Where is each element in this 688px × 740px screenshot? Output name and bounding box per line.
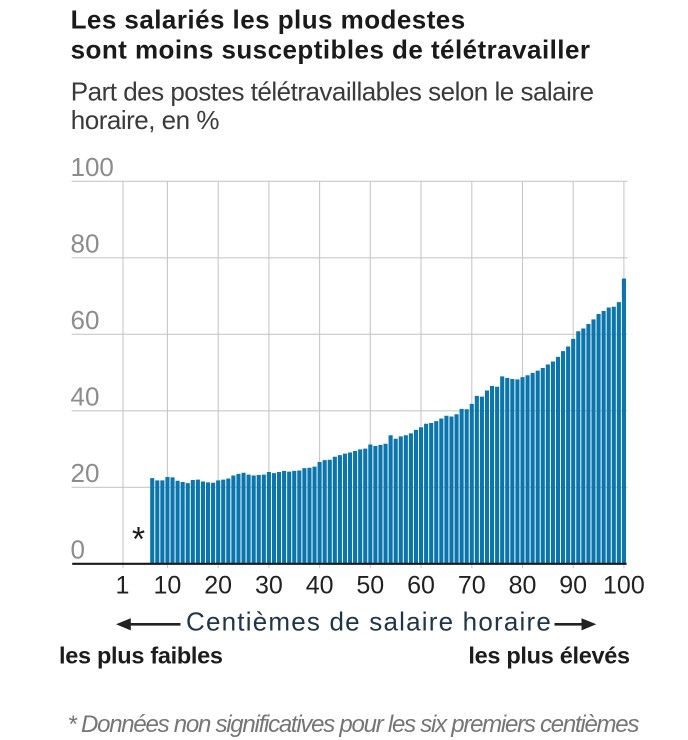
svg-text:70: 70 bbox=[458, 572, 486, 600]
svg-text:30: 30 bbox=[255, 572, 283, 600]
svg-text:50: 50 bbox=[356, 572, 384, 600]
svg-text:40: 40 bbox=[306, 572, 334, 600]
svg-text:*: * bbox=[132, 521, 145, 559]
svg-text:* Données non significatives p: * Données non significatives pour les si… bbox=[68, 711, 640, 738]
svg-text:0: 0 bbox=[71, 534, 85, 564]
svg-text:10: 10 bbox=[153, 572, 181, 600]
svg-text:20: 20 bbox=[71, 458, 100, 488]
svg-text:1: 1 bbox=[115, 572, 129, 600]
svg-text:sont moins susceptibles de tél: sont moins susceptibles de télétravaille… bbox=[71, 35, 591, 65]
svg-text:Centièmes de salaire horaire: Centièmes de salaire horaire bbox=[186, 606, 552, 636]
svg-text:20: 20 bbox=[204, 572, 232, 600]
svg-text:Les salariés les plus modestes: Les salariés les plus modestes bbox=[71, 4, 466, 34]
svg-text:80: 80 bbox=[71, 228, 100, 258]
svg-text:60: 60 bbox=[71, 305, 100, 335]
svg-text:Part des postes télétravaillab: Part des postes télétravaillables selon … bbox=[71, 76, 594, 106]
svg-text:100: 100 bbox=[71, 152, 114, 182]
svg-text:100: 100 bbox=[603, 572, 645, 600]
svg-text:90: 90 bbox=[559, 572, 587, 600]
svg-text:40: 40 bbox=[71, 381, 100, 411]
svg-text:60: 60 bbox=[407, 572, 435, 600]
svg-text:les plus élevés: les plus élevés bbox=[468, 642, 630, 668]
svg-text:80: 80 bbox=[509, 572, 537, 600]
svg-text:horaire, en %: horaire, en % bbox=[71, 105, 220, 135]
svg-text:les plus faibles: les plus faibles bbox=[59, 642, 223, 668]
